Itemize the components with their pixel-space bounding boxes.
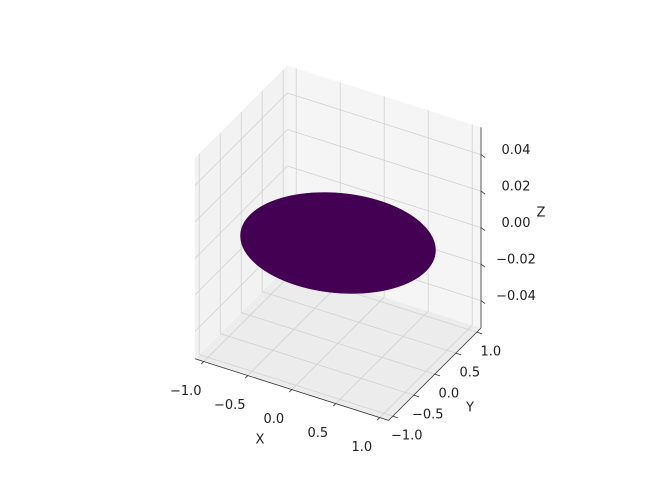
x-tick-label: −0.5 (214, 398, 246, 413)
z-tick-label: 0.02 (502, 180, 531, 195)
surface (240, 192, 436, 294)
y-tick (434, 373, 441, 377)
x-axis-line (194, 358, 389, 421)
z-tick (480, 227, 486, 231)
grid-line (287, 92, 482, 155)
grid-line (194, 129, 288, 223)
z-tick (480, 300, 486, 304)
z-tick-label: 0.00 (502, 216, 531, 231)
x-tick (200, 361, 205, 365)
x-tick (288, 389, 293, 393)
y-tick (455, 352, 462, 356)
x-tick (332, 403, 337, 407)
x-axis-label: X (256, 433, 265, 448)
grid-line (287, 165, 482, 228)
y-tick-label: 0.0 (438, 387, 459, 402)
z-tick (480, 154, 486, 158)
y-tick (476, 331, 483, 335)
z-tick-label: 0.04 (502, 143, 531, 158)
y-tick-label: 0.5 (459, 366, 480, 381)
x-tick (244, 375, 249, 379)
y-tick (413, 394, 420, 398)
z-axis-label: Z (537, 206, 546, 221)
grid-line (241, 312, 435, 375)
grid-line (199, 354, 393, 417)
z-tick-label: −0.02 (496, 253, 536, 268)
grid-line (194, 165, 288, 259)
grid-line (287, 129, 482, 192)
y-axis-label: Y (465, 401, 474, 416)
x-tick-label: 1.0 (351, 440, 372, 455)
x-tick (376, 417, 381, 421)
x-tick-label: 0.5 (307, 426, 328, 441)
y-tick (392, 415, 399, 419)
x-tick-label: −1.0 (170, 384, 202, 399)
y-axis-line (388, 327, 482, 421)
grid-line (262, 291, 456, 354)
z-tick-label: −0.04 (496, 289, 536, 304)
z-tick (480, 263, 486, 268)
y-tick-label: −0.5 (412, 408, 444, 423)
x-tick-label: 0.0 (263, 412, 284, 427)
z-tick (480, 190, 486, 195)
y-tick-label: −1.0 (391, 429, 423, 444)
grid-line (194, 92, 288, 186)
grid-line (220, 333, 414, 396)
y-tick-label: 1.0 (480, 345, 501, 360)
